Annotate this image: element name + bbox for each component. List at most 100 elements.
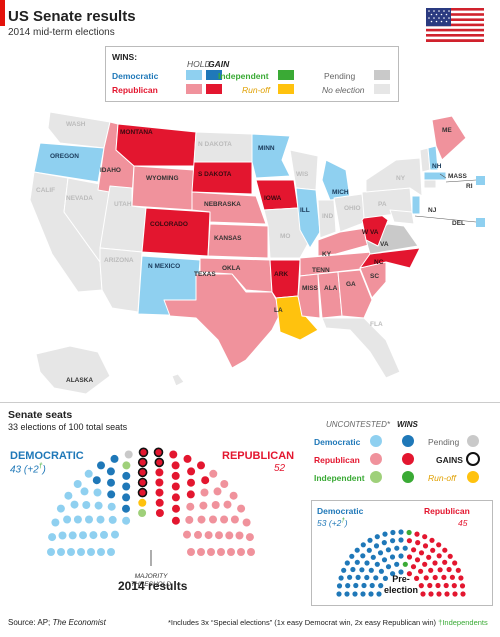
seats-legend-swatches [370, 435, 480, 483]
seat [84, 469, 93, 478]
state-conn [423, 179, 437, 189]
seat [87, 548, 95, 556]
pre-seat [349, 553, 355, 559]
pre-seat [336, 591, 342, 597]
seat [183, 454, 192, 463]
seat [124, 450, 133, 459]
legend-pending: Pending [324, 71, 356, 81]
seat [211, 501, 220, 509]
seat [96, 515, 105, 524]
result-label: 2014 results [118, 579, 188, 593]
pre-seat [360, 591, 366, 597]
pre-seat [338, 575, 344, 581]
pre-seat [360, 542, 366, 548]
seat [171, 493, 180, 502]
seat [153, 447, 164, 458]
label-wva: W VA [362, 229, 379, 236]
seat [100, 530, 108, 539]
seat [155, 468, 164, 477]
state-me [431, 115, 467, 161]
legend-pending-swatch [374, 70, 390, 80]
seat [187, 467, 196, 476]
seat [122, 482, 131, 491]
seat [209, 515, 217, 524]
seat [220, 480, 229, 488]
legend-hold-label: HOLD [187, 59, 211, 69]
pre-seat [455, 567, 461, 573]
pre-seat [447, 553, 453, 559]
swatch-dem-win [402, 435, 414, 447]
pre-seat [435, 582, 441, 589]
seat [138, 498, 147, 507]
label-minn: MINN [258, 145, 275, 152]
pre-seat [381, 540, 387, 546]
label-pa: PA [378, 201, 387, 208]
seat [94, 501, 103, 510]
pre-dem-title: Democratic [317, 506, 364, 516]
threshold-label-2: THRESHOLD [131, 581, 171, 588]
pre-seat [368, 591, 374, 597]
pre-election-parliament: Pre- election [336, 529, 466, 597]
pre-seat [402, 561, 408, 567]
seat [57, 548, 65, 556]
label-colorado: COLORADO [150, 221, 188, 228]
pre-seat [378, 583, 384, 589]
pre-seat [418, 568, 424, 574]
seat [217, 548, 225, 556]
label-wash: WASH [66, 121, 86, 128]
legend-ind-gain-swatch [278, 70, 294, 80]
pre-seat [418, 583, 424, 589]
label-ark: ARK [274, 271, 288, 278]
seats-legend-ind: Independent [314, 473, 365, 483]
legend-gain-label: GAIN [208, 59, 230, 69]
seat [245, 533, 254, 542]
seat [58, 531, 67, 540]
label-wis: WIS [296, 171, 309, 178]
seat [171, 482, 180, 491]
seat [187, 478, 195, 487]
seat [56, 504, 65, 513]
legend-rep-gain-swatch [206, 84, 222, 94]
label-idaho: IDAHO [100, 167, 121, 174]
seat [213, 487, 222, 496]
seat [242, 518, 251, 527]
seat [209, 469, 218, 478]
label-ga: GA [346, 281, 356, 288]
pre-seat [437, 567, 443, 573]
pre-seat [336, 583, 343, 589]
label-ri: RI [466, 183, 473, 190]
label-nh: NH [432, 163, 442, 170]
pre-seat [377, 550, 384, 556]
label-nebraska: NEBRASKA [204, 201, 241, 208]
pre-seat [436, 553, 442, 559]
pre-seat [347, 574, 353, 580]
page-subtitle: 2014 mid-term elections [8, 27, 115, 38]
seat [122, 516, 131, 525]
seat [197, 515, 206, 524]
state-texas [163, 273, 283, 369]
pre-label-1: Pre- [392, 574, 410, 584]
pre-seat [458, 575, 464, 581]
pre-seat [406, 538, 412, 544]
pre-seat [406, 554, 413, 560]
pre-seat [459, 583, 466, 589]
pre-seat [350, 566, 356, 573]
pre-seat [414, 575, 420, 581]
state-hawaii [171, 373, 185, 387]
us-senate-map: WASH OREGON CALIF NEVADA IDAHO MONTANA W… [29, 111, 485, 395]
seat [169, 450, 178, 459]
pre-rep-title: Republican [424, 506, 470, 516]
seat [64, 491, 73, 500]
state-montana [115, 123, 197, 167]
pre-seat [364, 574, 370, 581]
pre-seat [436, 591, 442, 597]
seat [70, 500, 79, 509]
swatch-ind-win [402, 471, 414, 483]
seat [79, 531, 87, 540]
pre-seat [361, 582, 367, 589]
pre-seat [441, 574, 447, 580]
swatch-gains [466, 452, 480, 466]
state-oregon [33, 142, 105, 183]
label-ny: NY [396, 175, 406, 182]
seat [200, 488, 209, 497]
